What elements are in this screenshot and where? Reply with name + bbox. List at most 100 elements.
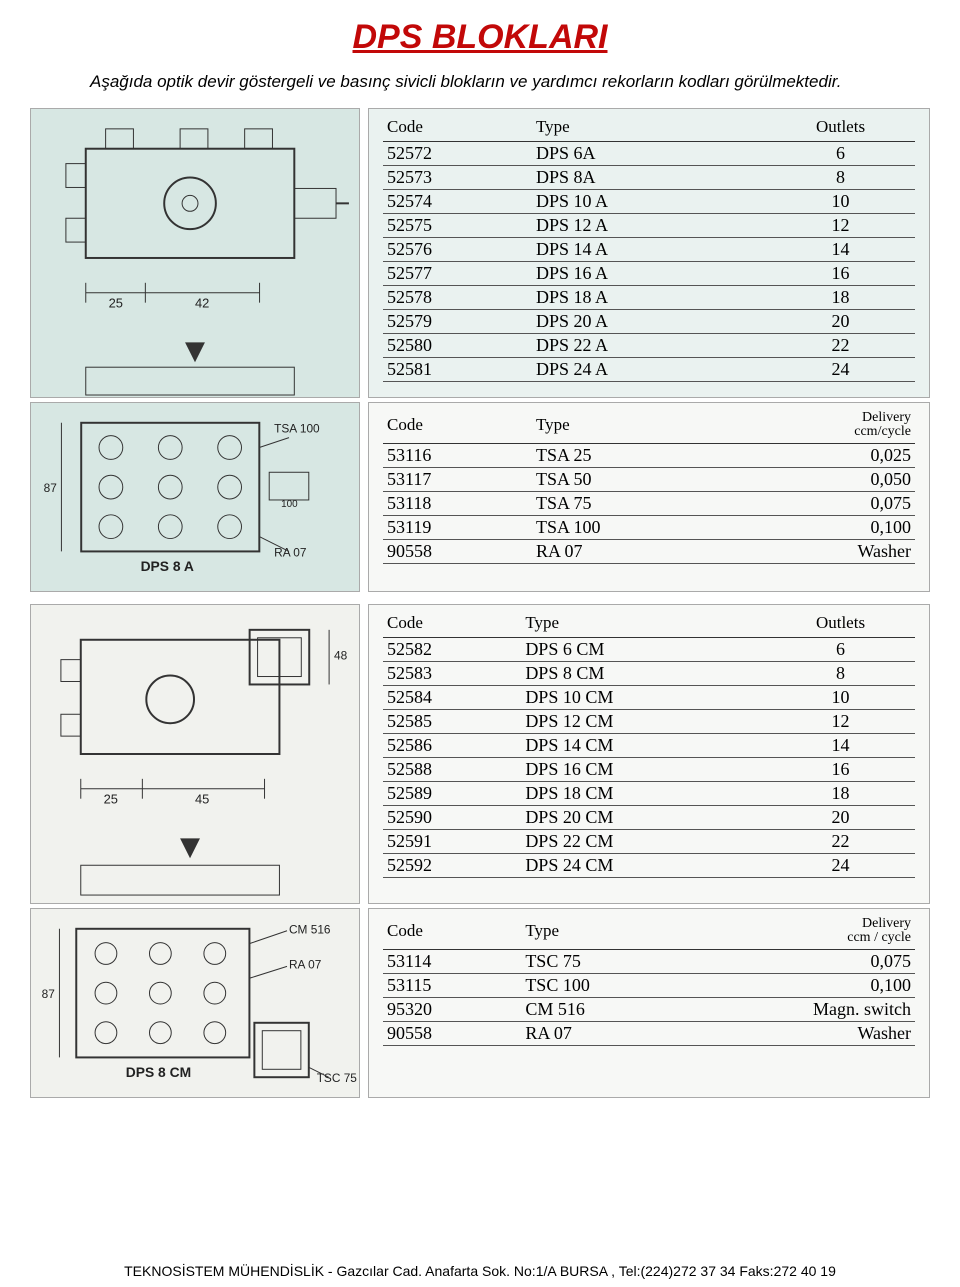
cell: DPS 10 A bbox=[532, 189, 766, 213]
th-code: Code bbox=[383, 611, 521, 638]
cell: 52592 bbox=[383, 853, 521, 877]
cell: DPS 14 A bbox=[532, 237, 766, 261]
cell: 0,100 bbox=[745, 515, 915, 539]
table-row: 53115TSC 1000,100 bbox=[383, 973, 915, 997]
cell: 52589 bbox=[383, 781, 521, 805]
cell: DPS 24 CM bbox=[521, 853, 766, 877]
cell: 52574 bbox=[383, 189, 532, 213]
cell: DPS 16 CM bbox=[521, 757, 766, 781]
svg-text:87: 87 bbox=[44, 481, 57, 495]
cell: Washer bbox=[734, 1021, 915, 1045]
table-row: 52583DPS 8 CM8 bbox=[383, 661, 915, 685]
cell: DPS 14 CM bbox=[521, 733, 766, 757]
cell: 52590 bbox=[383, 805, 521, 829]
th-type: Type bbox=[521, 611, 766, 638]
cell: TSA 100 bbox=[532, 515, 745, 539]
cell: 0,075 bbox=[734, 949, 915, 973]
cell: 16 bbox=[766, 261, 915, 285]
table-row: 52589DPS 18 CM18 bbox=[383, 781, 915, 805]
cell: 52577 bbox=[383, 261, 532, 285]
cell: 10 bbox=[766, 189, 915, 213]
th-delivery: Delivery ccm/cycle bbox=[745, 409, 915, 444]
dim-25: 25 bbox=[109, 296, 123, 311]
cell: 52591 bbox=[383, 829, 521, 853]
cell: 52586 bbox=[383, 733, 521, 757]
cell: 12 bbox=[766, 213, 915, 237]
table-row: 53116TSA 250,025 bbox=[383, 443, 915, 467]
table-row: 52581DPS 24 A24 bbox=[383, 357, 915, 381]
cell: 22 bbox=[766, 829, 915, 853]
svg-text:100: 100 bbox=[281, 499, 298, 510]
table-row: 52586DPS 14 CM14 bbox=[383, 733, 915, 757]
th-code: Code bbox=[383, 409, 532, 444]
cell: RA 07 bbox=[532, 539, 745, 563]
th-outlets: Outlets bbox=[766, 115, 915, 142]
table-row: 52592DPS 24 CM24 bbox=[383, 853, 915, 877]
cell: DPS 20 A bbox=[532, 309, 766, 333]
cell: Magn. switch bbox=[734, 997, 915, 1021]
table-row: 90558RA 07Washer bbox=[383, 1021, 915, 1045]
dim-42: 42 bbox=[195, 296, 209, 311]
cell: 14 bbox=[766, 733, 915, 757]
cell: TSC 100 bbox=[521, 973, 734, 997]
page-title: DPS BLOKLARI bbox=[0, 0, 960, 71]
cell: TSA 25 bbox=[532, 443, 745, 467]
table-row: 52579DPS 20 A20 bbox=[383, 309, 915, 333]
diagram-dps8a-top: 25 42 bbox=[30, 108, 360, 398]
cell: 22 bbox=[766, 333, 915, 357]
cell: DPS 12 CM bbox=[521, 709, 766, 733]
cell: 16 bbox=[766, 757, 915, 781]
cell: DPS 8A bbox=[532, 165, 766, 189]
th-code: Code bbox=[383, 115, 532, 142]
cell: 52585 bbox=[383, 709, 521, 733]
table-tsc: Code Type Delivery ccm / cycle 53114TSC … bbox=[368, 908, 930, 1098]
cell: 52584 bbox=[383, 685, 521, 709]
cell: TSA 50 bbox=[532, 467, 745, 491]
cell: 8 bbox=[766, 165, 915, 189]
table-tsa: Code Type Delivery ccm/cycle 53116TSA 25… bbox=[368, 402, 930, 592]
diagram-dps8cm-front: 87 CM 516 RA 07 TSC 75 DPS 8 CM bbox=[30, 908, 360, 1098]
cell: 18 bbox=[766, 285, 915, 309]
cell: DPS 22 A bbox=[532, 333, 766, 357]
cell: 12 bbox=[766, 709, 915, 733]
cell: 52583 bbox=[383, 661, 521, 685]
table-row: 53114TSC 750,075 bbox=[383, 949, 915, 973]
cell: DPS 18 A bbox=[532, 285, 766, 309]
table-row: 52574DPS 10 A10 bbox=[383, 189, 915, 213]
cell: 53115 bbox=[383, 973, 521, 997]
cell: 6 bbox=[766, 141, 915, 165]
svg-text:87: 87 bbox=[42, 987, 55, 1001]
cell: DPS 16 A bbox=[532, 261, 766, 285]
cell: 95320 bbox=[383, 997, 521, 1021]
page-footer: TEKNOSİSTEM MÜHENDİSLİK - Gazcılar Cad. … bbox=[0, 1263, 960, 1279]
cell: 14 bbox=[766, 237, 915, 261]
cell: DPS 6A bbox=[532, 141, 766, 165]
table-dps-a: Code Type Outlets 52572DPS 6A652573DPS 8… bbox=[368, 108, 930, 398]
cell: RA 07 bbox=[521, 1021, 734, 1045]
diagram-dps8cm-top: 48 25 45 bbox=[30, 604, 360, 904]
th-delivery: Delivery ccm / cycle bbox=[734, 915, 915, 950]
cell: 52582 bbox=[383, 637, 521, 661]
cell: 52573 bbox=[383, 165, 532, 189]
cell: 52580 bbox=[383, 333, 532, 357]
svg-text:48: 48 bbox=[334, 649, 348, 663]
cell: 20 bbox=[766, 805, 915, 829]
svg-text:DPS 8 A: DPS 8 A bbox=[141, 558, 194, 574]
svg-text:TSC 75: TSC 75 bbox=[317, 1071, 358, 1085]
cell: 6 bbox=[766, 637, 915, 661]
cell: 90558 bbox=[383, 1021, 521, 1045]
cell: 10 bbox=[766, 685, 915, 709]
cell: DPS 18 CM bbox=[521, 781, 766, 805]
cell: 0,025 bbox=[745, 443, 915, 467]
table-row: 53119TSA 1000,100 bbox=[383, 515, 915, 539]
table-row: 52577DPS 16 A16 bbox=[383, 261, 915, 285]
cell: 20 bbox=[766, 309, 915, 333]
cell: 52579 bbox=[383, 309, 532, 333]
cell: DPS 22 CM bbox=[521, 829, 766, 853]
cell: TSC 75 bbox=[521, 949, 734, 973]
table-row: 52585DPS 12 CM12 bbox=[383, 709, 915, 733]
table-row: 53118TSA 750,075 bbox=[383, 491, 915, 515]
cell: 52576 bbox=[383, 237, 532, 261]
svg-text:RA 07: RA 07 bbox=[289, 957, 321, 971]
th-type: Type bbox=[532, 409, 745, 444]
